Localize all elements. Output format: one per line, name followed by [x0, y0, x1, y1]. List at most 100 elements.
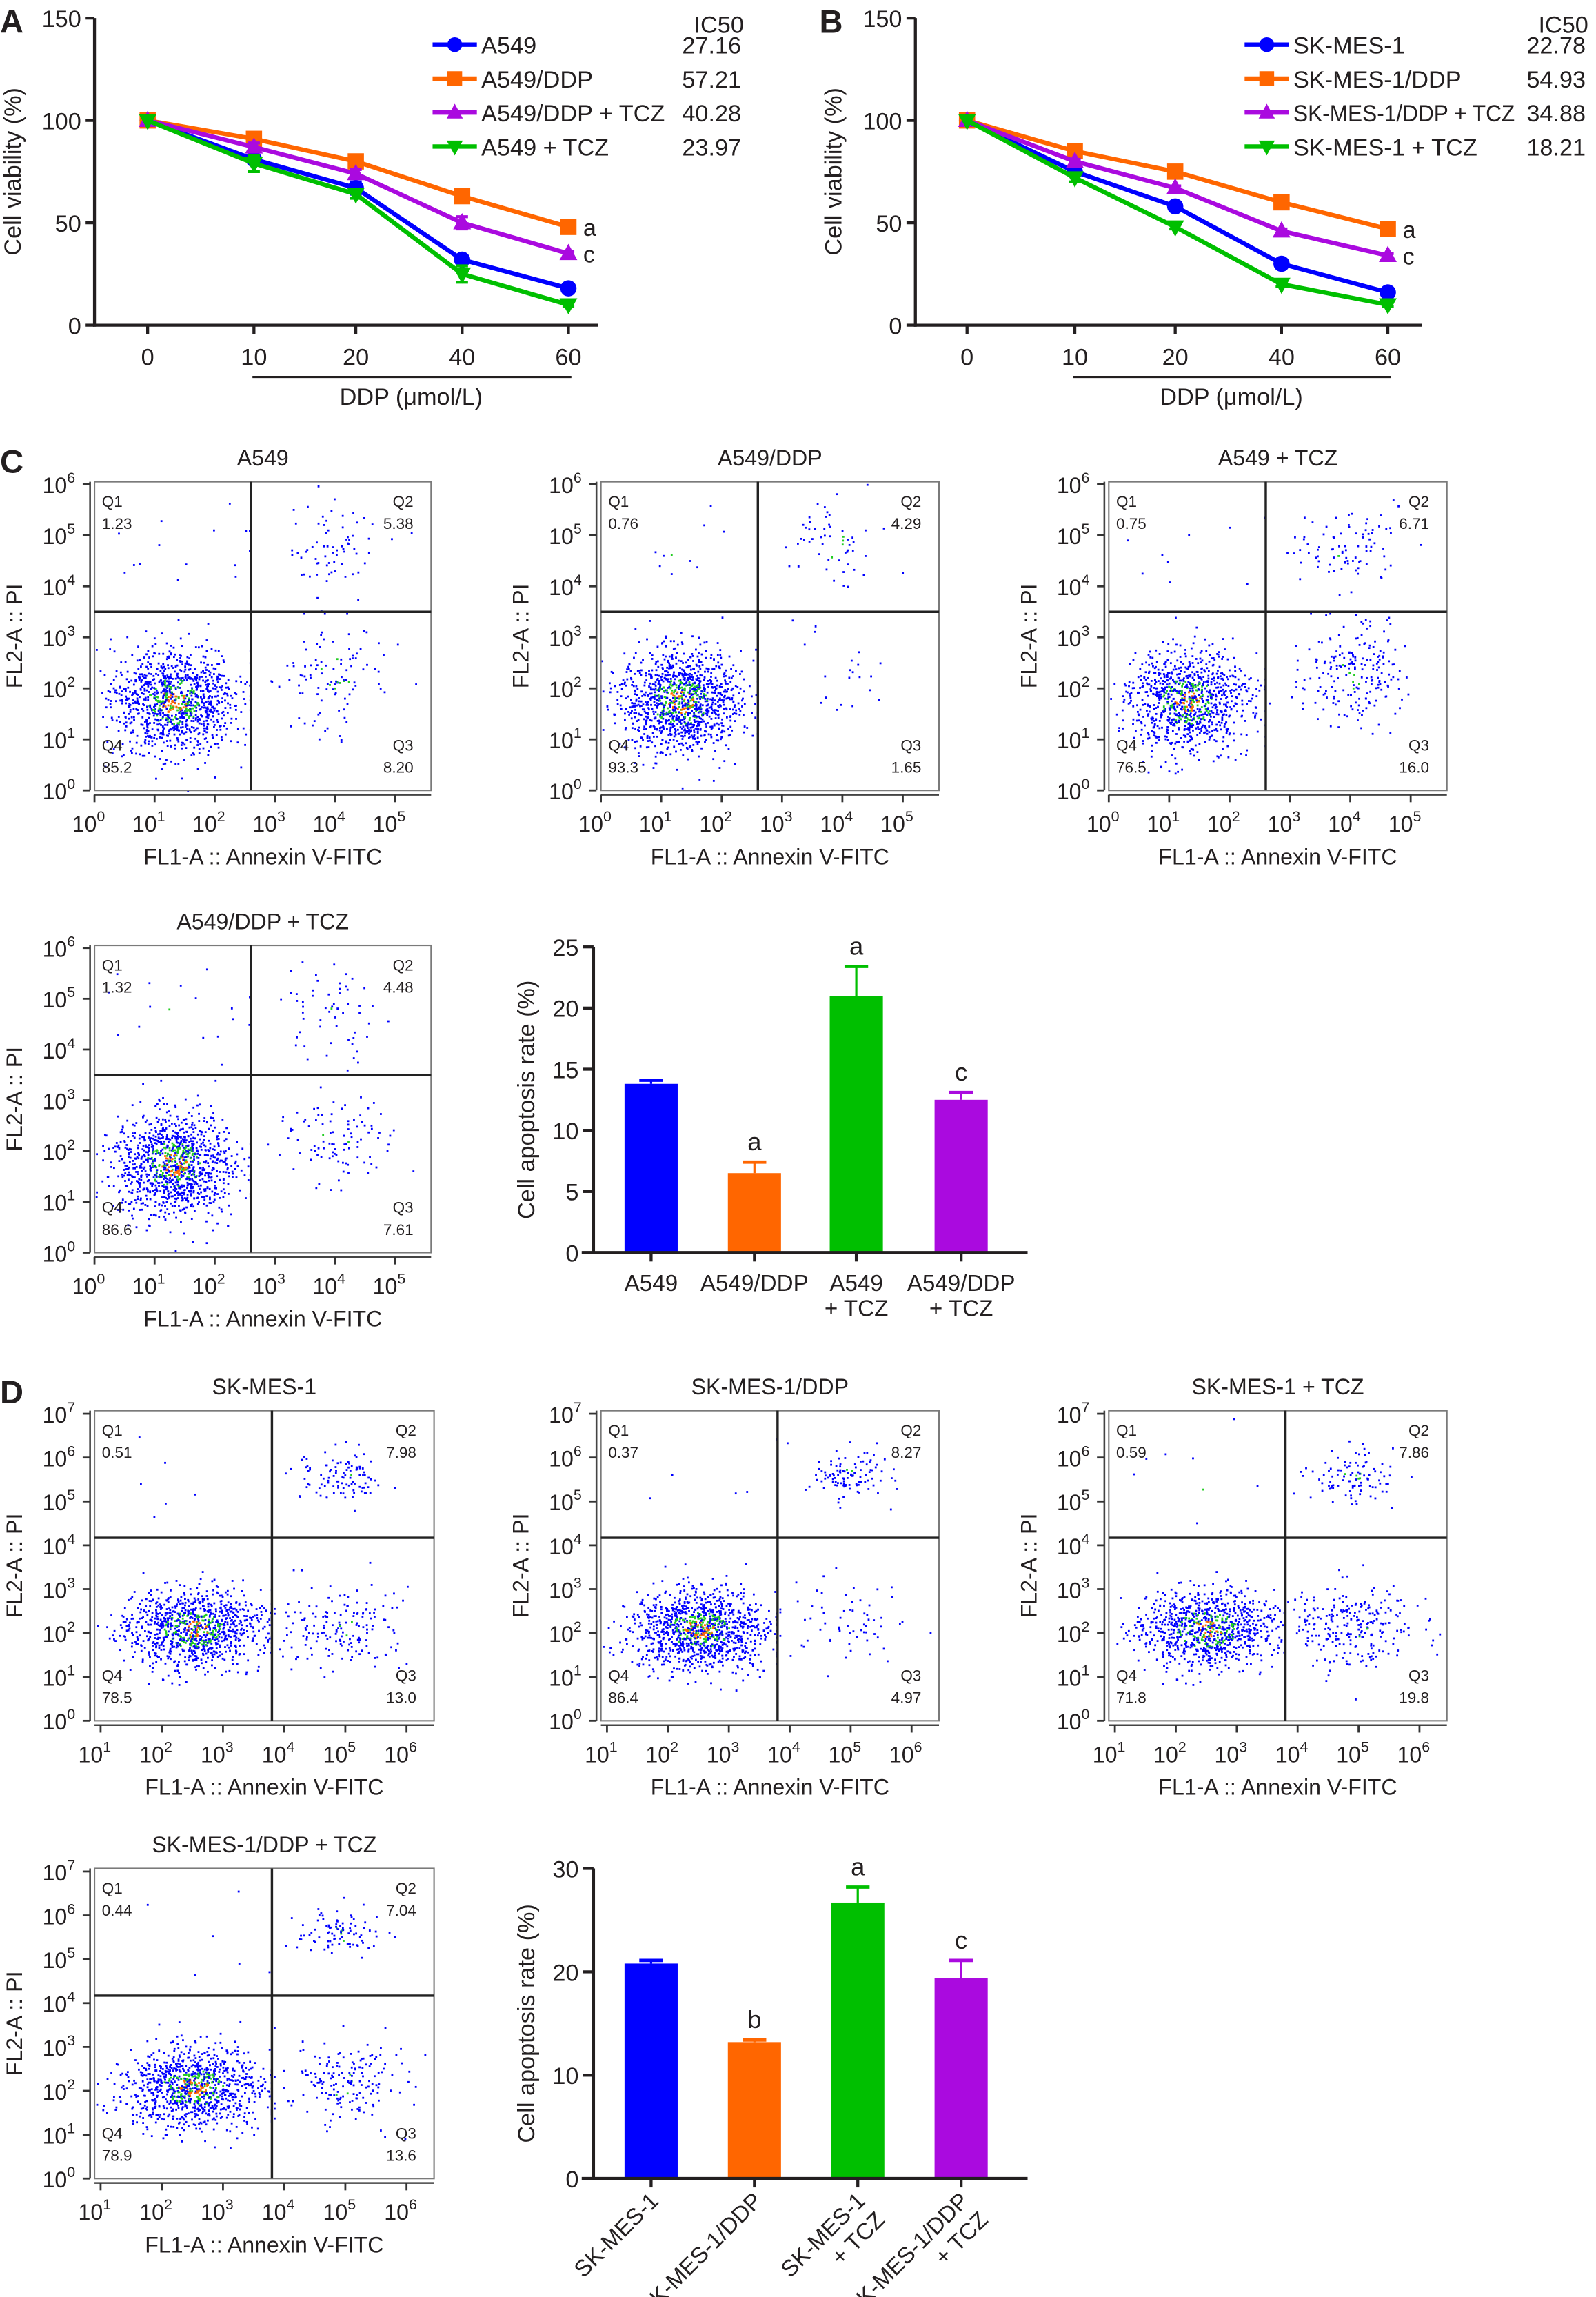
event-dot	[1191, 671, 1194, 674]
event-dot	[673, 671, 675, 674]
event-dot	[623, 652, 626, 655]
event-dot	[711, 727, 714, 729]
event-dot	[157, 719, 160, 722]
event-dot	[415, 683, 417, 685]
event-dot	[658, 729, 661, 732]
event-dot	[698, 636, 700, 639]
event-dot	[616, 691, 619, 693]
event-dot	[683, 677, 686, 679]
event-dot	[1154, 683, 1156, 685]
event-dot	[197, 733, 200, 736]
event-dot	[614, 722, 616, 725]
event-dot	[234, 708, 237, 711]
event-dot	[643, 725, 646, 728]
event-dot	[1208, 644, 1211, 647]
event-dot	[673, 725, 676, 727]
event-dot	[1350, 662, 1353, 665]
event-dot	[166, 1157, 169, 1160]
event-dot	[299, 674, 302, 676]
event-dot	[165, 680, 168, 683]
event-dot	[1110, 698, 1113, 700]
event-dot	[731, 729, 734, 732]
event-dot	[118, 1160, 121, 1162]
event-dot	[652, 725, 655, 728]
event-dot	[190, 754, 193, 756]
event-dot	[163, 694, 165, 696]
event-dot	[190, 1190, 193, 1193]
y-tick-label: 101	[549, 725, 582, 753]
event-dot	[199, 1184, 202, 1187]
event-dot	[1389, 732, 1392, 734]
event-dot	[184, 697, 187, 700]
event-dot	[700, 692, 703, 695]
event-dot	[121, 700, 124, 703]
event-dot	[666, 696, 668, 699]
event-dot	[678, 701, 681, 703]
event-dot	[191, 678, 194, 681]
event-dot	[1142, 742, 1144, 745]
event-dot	[689, 689, 692, 692]
event-dot	[146, 1146, 149, 1149]
event-dot	[678, 679, 680, 682]
event-dot	[661, 641, 664, 644]
event-dot	[1234, 676, 1237, 679]
event-dot	[678, 711, 680, 714]
event-dot	[707, 710, 710, 713]
event-dot	[192, 726, 195, 729]
event-dot	[691, 679, 694, 681]
event-dot	[1196, 721, 1199, 723]
event-dot	[1182, 714, 1184, 716]
event-dot	[1333, 556, 1335, 559]
event-dot	[636, 670, 639, 672]
event-dot	[177, 722, 180, 725]
event-dot	[691, 710, 694, 712]
event-dot	[620, 683, 623, 685]
event-dot	[1330, 666, 1333, 668]
event-dot	[179, 1147, 181, 1150]
event-dot	[345, 669, 348, 672]
event-dot	[631, 739, 634, 741]
event-dot	[165, 699, 168, 702]
event-dot	[195, 1176, 197, 1178]
event-dot	[168, 685, 170, 688]
event-dot	[139, 1209, 141, 1211]
x-tick-label: 20	[343, 344, 369, 370]
event-dot	[703, 696, 705, 699]
event-dot	[191, 1149, 194, 1152]
event-dot	[215, 686, 218, 688]
event-dot	[1147, 737, 1149, 740]
event-dot	[705, 656, 707, 659]
event-dot	[719, 705, 722, 708]
event-dot	[1220, 686, 1222, 689]
event-dot	[143, 689, 146, 692]
event-dot	[185, 720, 188, 723]
event-dot	[182, 1169, 185, 1172]
event-dot	[713, 710, 716, 713]
event-dot	[671, 664, 674, 667]
event-dot	[1178, 704, 1181, 706]
event-dot	[1360, 663, 1363, 665]
event-dot	[671, 689, 674, 692]
event-dot	[1144, 691, 1147, 694]
event-dot	[147, 1154, 150, 1156]
event-dot	[1168, 770, 1171, 773]
event-dot	[640, 674, 643, 676]
event-dot	[148, 712, 150, 715]
event-dot	[696, 708, 698, 710]
event-dot	[172, 727, 174, 729]
event-dot	[343, 716, 346, 719]
event-dot	[1357, 545, 1360, 548]
event-dot	[808, 528, 811, 531]
event-dot	[1167, 643, 1170, 645]
event-dot	[184, 676, 187, 679]
event-dot	[1225, 721, 1228, 724]
event-dot	[144, 682, 147, 685]
event-dot	[1201, 659, 1204, 662]
event-dot	[678, 743, 680, 745]
event-dot	[1183, 677, 1185, 680]
event-dot	[1191, 662, 1194, 664]
event-dot	[1189, 723, 1192, 725]
event-dot	[170, 1154, 172, 1156]
